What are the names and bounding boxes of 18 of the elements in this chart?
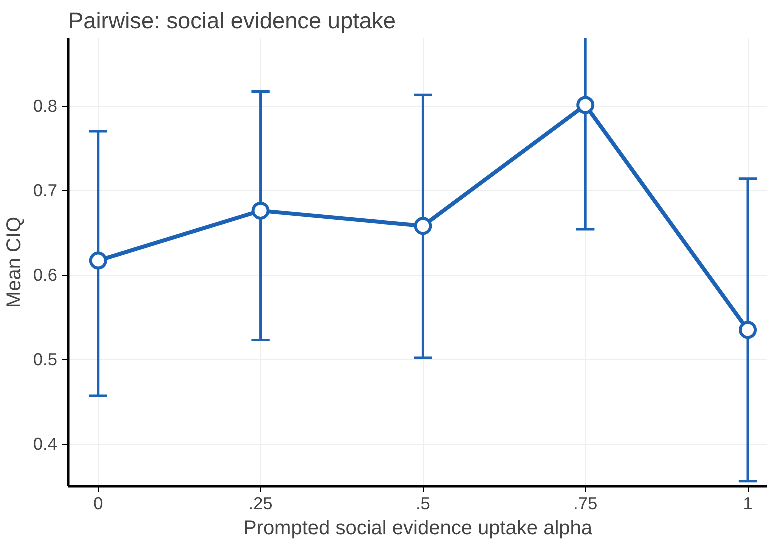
point [252, 202, 270, 220]
x-tick-label: 0 [94, 494, 104, 514]
point [89, 252, 108, 270]
x-tick-label: .25 [248, 494, 273, 514]
x-tick-label: .75 [574, 494, 598, 514]
y-tick-label: 0.7 [33, 180, 58, 201]
point [576, 96, 595, 114]
x-tick-label: .5 [416, 494, 430, 514]
y-tick-label: 0.8 [33, 96, 58, 116]
y-tick-label: 0.6 [33, 265, 58, 286]
point [414, 217, 432, 236]
y-tick-label: 0.4 [33, 434, 58, 454]
y-tick-label: 0.5 [33, 350, 58, 370]
x-tick-label: 1 [743, 494, 753, 514]
point [739, 321, 758, 340]
x-axis-title: Prompted social evidence uptake alpha [243, 518, 594, 540]
y-axis-title: Mean CIQ [3, 216, 26, 308]
chart-title: Pairwise: social evidence uptake [68, 8, 396, 34]
